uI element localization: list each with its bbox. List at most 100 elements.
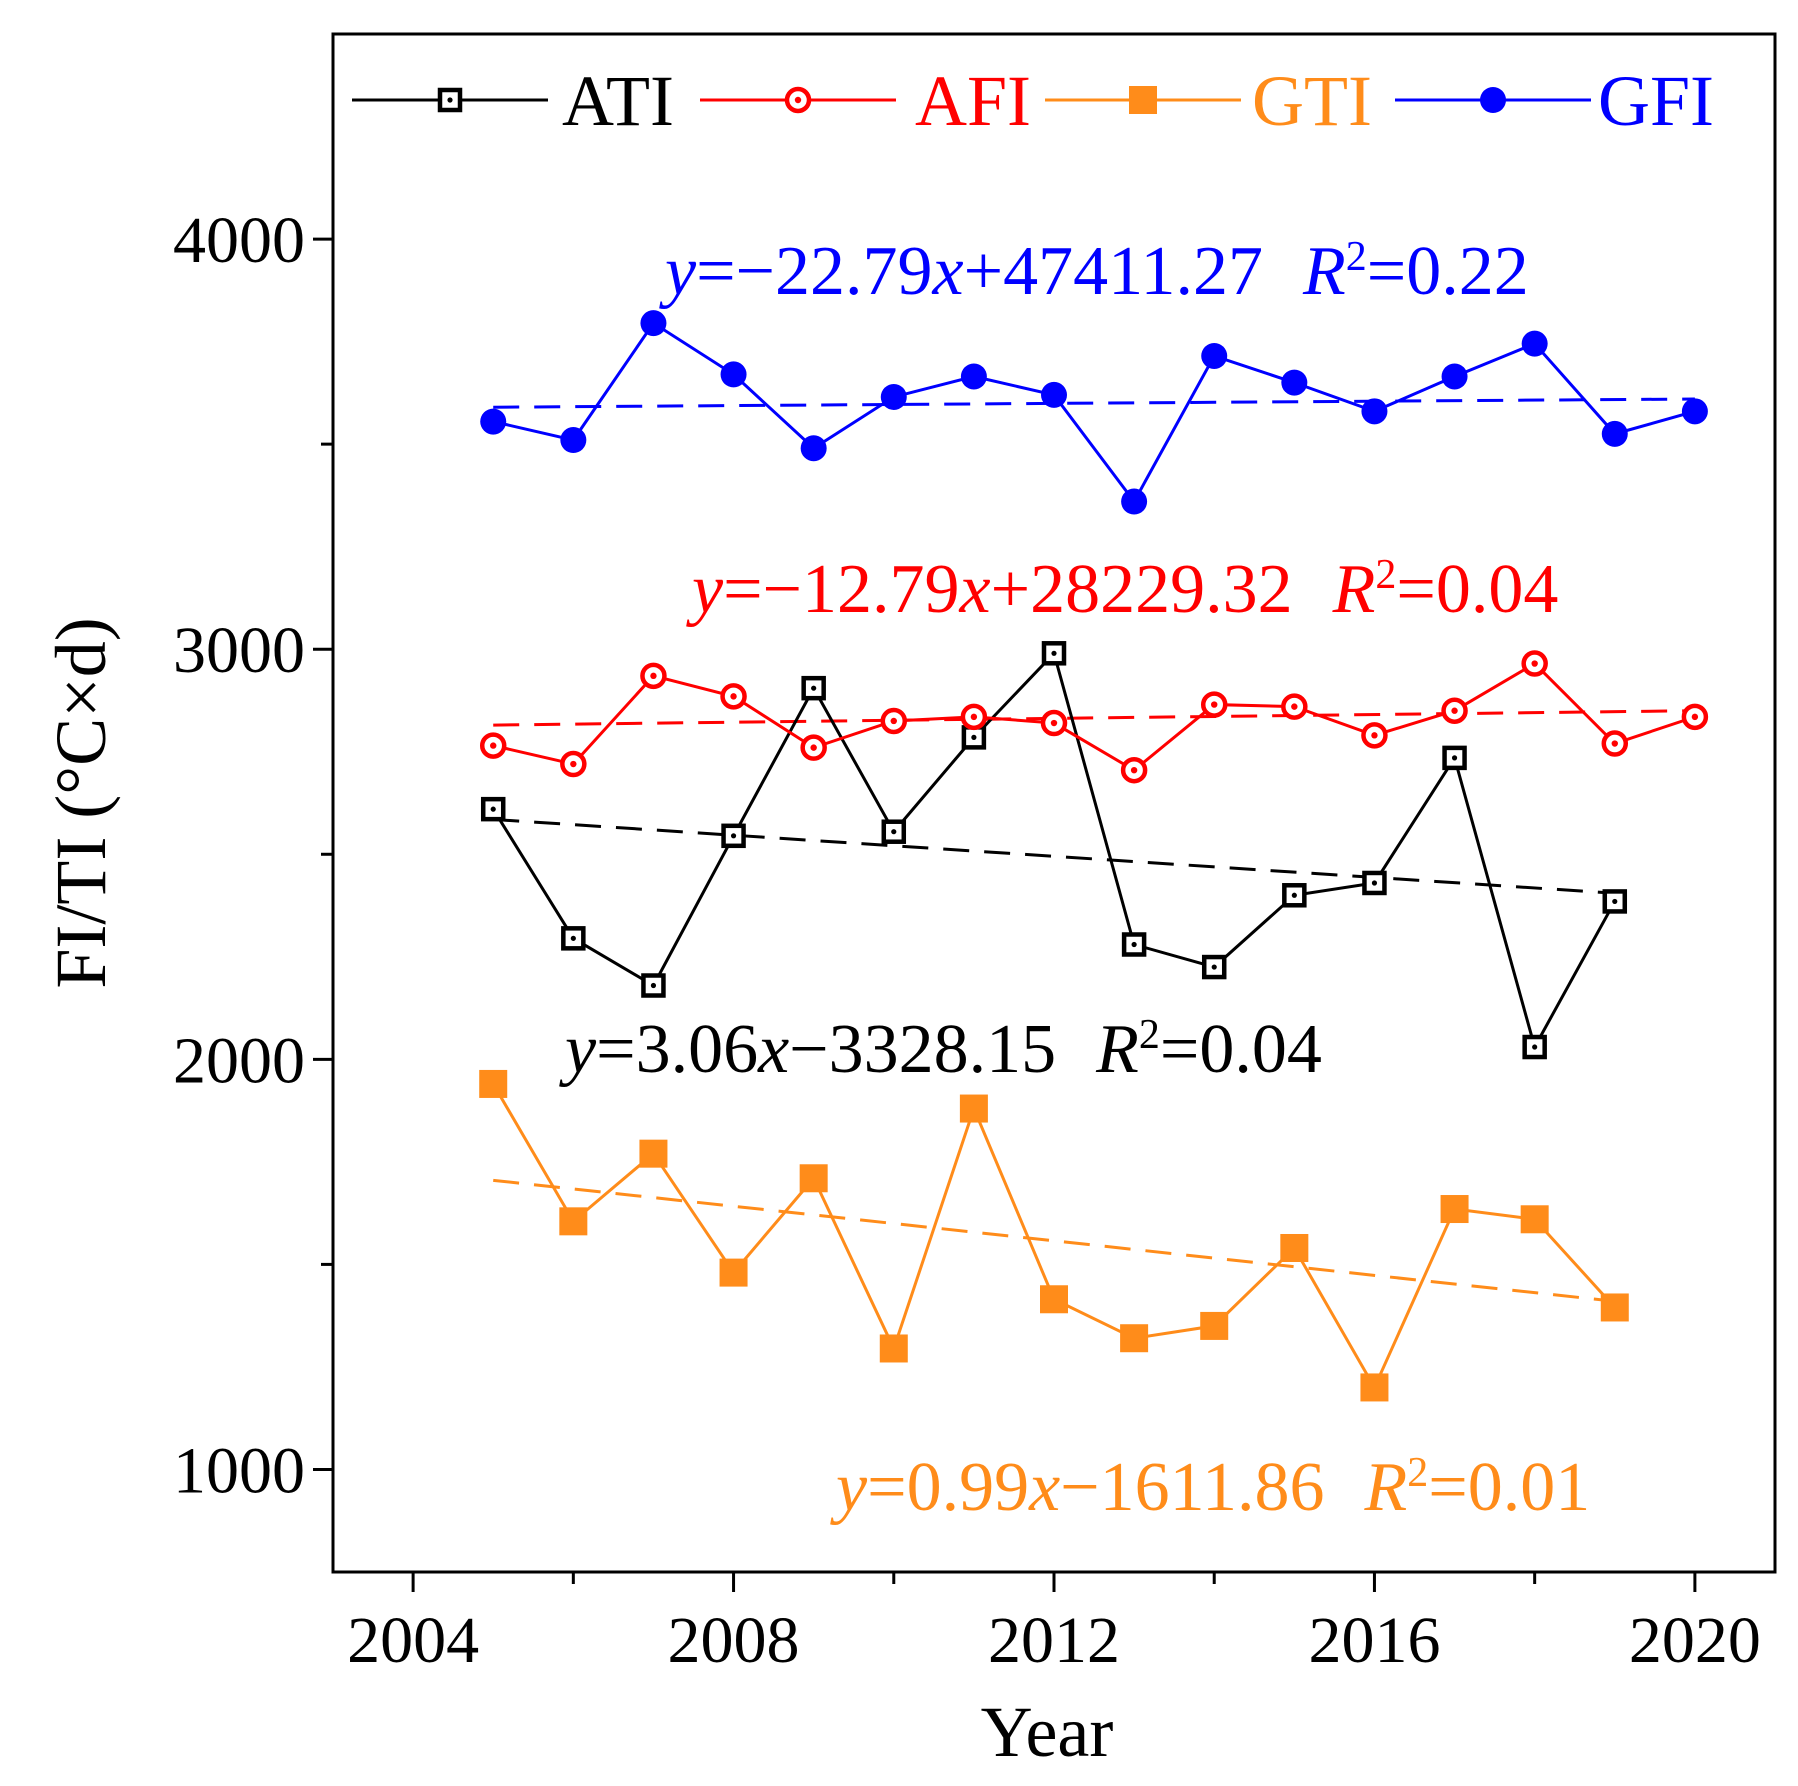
marker-dot <box>1691 713 1699 721</box>
data-point-gti <box>1120 1324 1149 1353</box>
marker-square <box>719 1258 748 1287</box>
data-point-ati <box>561 926 586 951</box>
data-point-afi <box>640 662 667 690</box>
legend-marker-afi <box>784 86 812 114</box>
x-tick-label: 2008 <box>668 1604 800 1677</box>
marker-circle <box>480 408 507 435</box>
legend-marker-gti <box>1129 86 1157 114</box>
marker-dot <box>810 744 817 751</box>
data-point-gfi <box>1521 330 1548 357</box>
data-point-afi <box>1281 693 1308 720</box>
marker-circle <box>960 363 987 390</box>
axes: 2004 2008 2012 2016 2020 1000 2000 3000 4000 <box>173 204 1761 1677</box>
data-point-afi <box>880 707 908 735</box>
data-point-gfi <box>720 361 747 388</box>
data-point-ati <box>480 796 506 822</box>
data-point-ati <box>721 823 746 849</box>
data-point-gti <box>1440 1195 1469 1224</box>
data-point-gti <box>639 1139 668 1168</box>
data-point-gfi <box>1361 398 1388 425</box>
legend-marker-gfi <box>1480 87 1506 113</box>
data-point-gfi <box>1121 488 1148 515</box>
marker-square <box>1520 1205 1549 1234</box>
data-point-afi <box>1200 691 1228 718</box>
data-point-gti <box>719 1258 748 1287</box>
legend-marker-ati <box>437 87 463 113</box>
data-point-afi <box>479 732 507 759</box>
marker-dot <box>891 829 897 835</box>
data-point-afi <box>960 703 988 731</box>
marker-circle <box>1601 420 1628 447</box>
marker-dot <box>1451 755 1458 761</box>
data-point-gti <box>1040 1285 1068 1314</box>
marker-dot <box>730 693 737 700</box>
data-point-ati <box>1522 1034 1547 1060</box>
data-point-ati <box>1282 883 1307 908</box>
marker-circle <box>720 361 747 388</box>
marker-dot <box>811 685 817 691</box>
data-point-ati <box>881 819 907 844</box>
marker-dot <box>1130 766 1138 774</box>
y-tick-label: 2000 <box>173 1024 305 1097</box>
marker-square <box>799 1164 828 1193</box>
data-point-gti <box>1360 1373 1389 1402</box>
data-point-gti <box>879 1334 908 1363</box>
marker-dot <box>1371 732 1378 739</box>
data-point-gfi <box>1681 398 1708 425</box>
marker-dot <box>1531 660 1538 667</box>
x-tick-label: 2020 <box>1629 1604 1761 1677</box>
y-axis-title: FI/TI (°C×d) <box>41 617 121 988</box>
data-point-afi <box>1040 709 1068 737</box>
marker-circle <box>1121 488 1148 515</box>
data-point-afi <box>1601 730 1629 757</box>
data-point-gti <box>1600 1293 1629 1322</box>
marker-dot <box>890 717 897 725</box>
marker-dot <box>730 833 737 839</box>
marker-square <box>1440 1195 1469 1224</box>
data-point-gfi <box>560 427 587 454</box>
marker-square <box>1280 1233 1309 1262</box>
marker-dot <box>1050 719 1058 727</box>
marker-dot <box>1131 941 1137 948</box>
data-point-afi <box>1681 703 1709 731</box>
marker-circle <box>1201 342 1228 369</box>
marker-dot <box>1371 880 1378 886</box>
marker-circle <box>1441 363 1468 390</box>
marker-circle <box>1281 369 1308 396</box>
legend-gfi-label: GFI <box>1598 61 1714 141</box>
marker-dot <box>570 760 577 768</box>
marker-dot <box>650 672 657 680</box>
data-point-gfi <box>1201 342 1228 369</box>
data-point-ati <box>1121 932 1147 957</box>
data-point-afi <box>560 750 587 778</box>
data-point-afi <box>1441 697 1468 724</box>
data-point-gfi <box>1441 363 1468 390</box>
x-tick-label: 2012 <box>988 1604 1120 1677</box>
data-point-gti <box>1280 1233 1309 1262</box>
trend-line-gfi <box>493 397 1695 409</box>
marker-dot <box>447 97 453 103</box>
marker-square <box>1360 1373 1389 1402</box>
data-point-ati <box>961 725 987 750</box>
marker-dot <box>570 935 576 941</box>
trend-line-afi <box>493 709 1695 727</box>
marker-dot <box>1291 892 1297 898</box>
marker-circle <box>1041 381 1067 408</box>
data-point-gfi <box>1281 369 1308 396</box>
marker-circle <box>1681 398 1708 425</box>
legend: ATI AFI GTI GFI <box>352 61 1714 141</box>
legend-afi-label: AFI <box>915 61 1031 141</box>
marker-square <box>1129 86 1157 114</box>
marker-circle <box>1361 398 1388 425</box>
data-point-ati <box>641 973 666 998</box>
marker-square <box>959 1094 988 1123</box>
y-tick-label: 1000 <box>173 1434 305 1507</box>
series-line-afi <box>492 661 1696 773</box>
marker-dot <box>970 713 978 721</box>
data-point-ati <box>1362 870 1387 896</box>
data-series <box>479 310 1709 1402</box>
trend-line-gti <box>493 1178 1615 1303</box>
equation-gfi: y=−22.79x+47411.27 R2=0.22 <box>659 233 1529 310</box>
data-point-gfi <box>640 310 667 337</box>
